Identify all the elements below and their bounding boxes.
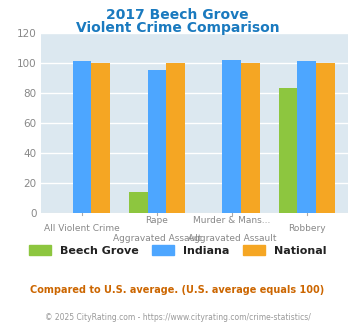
Bar	[297, 61, 316, 213]
Bar	[91, 63, 110, 213]
Bar	[316, 63, 335, 213]
Text: Rape: Rape	[146, 216, 168, 225]
Text: © 2025 CityRating.com - https://www.cityrating.com/crime-statistics/: © 2025 CityRating.com - https://www.city…	[45, 313, 310, 322]
Bar	[241, 63, 260, 213]
Bar	[148, 71, 166, 213]
Text: Compared to U.S. average. (U.S. average equals 100): Compared to U.S. average. (U.S. average …	[31, 285, 324, 295]
Legend: Beech Grove, Indiana, National: Beech Grove, Indiana, National	[24, 241, 331, 260]
Text: 2017 Beech Grove: 2017 Beech Grove	[106, 8, 249, 22]
Text: All Violent Crime: All Violent Crime	[44, 224, 120, 233]
Bar	[279, 88, 297, 213]
Text: Murder & Mans...: Murder & Mans...	[193, 216, 271, 225]
Text: Robbery: Robbery	[288, 224, 326, 233]
Bar	[166, 63, 185, 213]
Text: Violent Crime Comparison: Violent Crime Comparison	[76, 21, 279, 35]
Text: Aggravated Assault: Aggravated Assault	[187, 234, 276, 243]
Bar	[223, 60, 241, 213]
Bar	[73, 61, 91, 213]
Text: Aggravated Assault: Aggravated Assault	[113, 234, 201, 243]
Bar	[129, 192, 148, 213]
